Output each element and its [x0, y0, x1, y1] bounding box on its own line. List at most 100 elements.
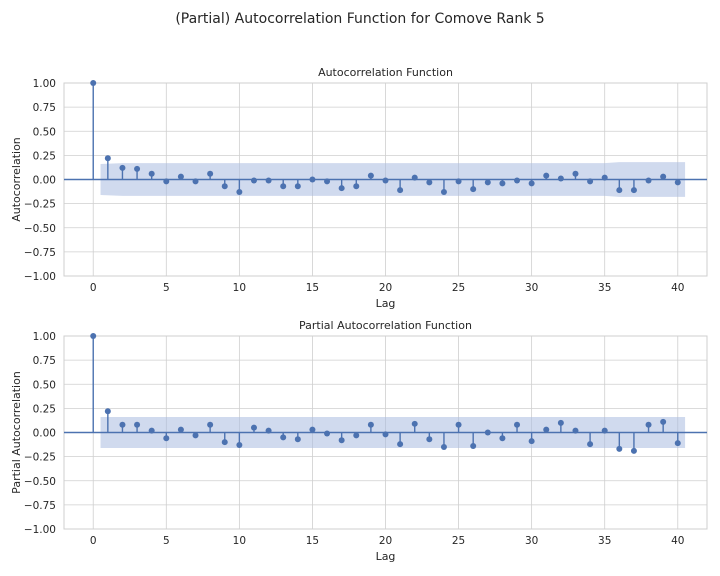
marker-lag-6 [177, 426, 184, 433]
acf-panel: 0 5 10 15 20 25 30 35 40 −1.00 −0.75 −0.50 −0.25 0.00… [10, 66, 708, 310]
y-tick-label: −0.25 [24, 452, 56, 464]
x-tick-label: 35 [598, 282, 611, 294]
marker-lag-1 [104, 155, 111, 162]
marker-lag-26 [470, 186, 477, 193]
marker-lag-11 [250, 424, 257, 431]
x-axis-label: Lag [376, 550, 396, 563]
x-tick-label: 30 [525, 282, 538, 294]
y-tick-label: −1.00 [24, 524, 56, 536]
marker-lag-6 [177, 173, 184, 180]
x-tick-label: 15 [306, 282, 319, 294]
y-tick-label: 0.25 [33, 150, 56, 162]
marker-lag-13 [280, 183, 287, 190]
marker-lag-21 [397, 187, 404, 194]
marker-lag-27 [484, 179, 491, 186]
marker-lag-19 [367, 172, 374, 179]
marker-lag-7 [192, 178, 199, 185]
y-tick-label: 0.00 [33, 175, 56, 187]
marker-lag-9 [221, 183, 228, 190]
marker-lag-26 [470, 443, 477, 450]
marker-lag-15 [309, 426, 316, 433]
x-tick-label: 20 [379, 535, 392, 547]
subplot-title: Partial Autocorrelation Function [299, 319, 472, 332]
marker-lag-28 [499, 435, 506, 442]
marker-lag-31 [543, 172, 550, 179]
marker-lag-8 [207, 421, 214, 428]
x-tick-label: 15 [306, 535, 319, 547]
x-tick-label: 0 [90, 535, 97, 547]
marker-lag-28 [499, 180, 506, 187]
marker-lag-4 [148, 427, 155, 434]
x-tick-label: 10 [233, 282, 246, 294]
marker-lag-39 [660, 418, 667, 425]
marker-lag-25 [455, 178, 462, 185]
y-tick-label: 0.75 [33, 102, 56, 114]
marker-lag-19 [367, 421, 374, 428]
marker-lag-14 [294, 436, 301, 443]
marker-lag-24 [440, 189, 447, 196]
x-axis-label: Lag [376, 297, 396, 310]
y-tick-label: 0.00 [33, 428, 56, 440]
marker-lag-38 [645, 177, 652, 184]
y-tick-label: 0.75 [33, 355, 56, 367]
x-tick-label: 10 [233, 535, 246, 547]
marker-lag-5 [163, 178, 170, 185]
y-tick-label: 1.00 [33, 331, 56, 343]
x-tick-label: 0 [90, 282, 97, 294]
marker-lag-10 [236, 189, 243, 196]
marker-lag-32 [557, 175, 564, 182]
marker-lag-20 [382, 431, 389, 438]
marker-lag-12 [265, 177, 272, 184]
y-tick-label: 0.50 [33, 379, 56, 391]
marker-lag-15 [309, 176, 316, 183]
marker-lag-13 [280, 434, 287, 441]
marker-lag-7 [192, 432, 199, 439]
subplot-title: Autocorrelation Function [318, 66, 453, 79]
marker-lag-14 [294, 183, 301, 190]
marker-lag-10 [236, 442, 243, 449]
marker-lag-32 [557, 419, 564, 426]
marker-lag-35 [601, 174, 608, 181]
y-tick-label: −0.75 [24, 247, 56, 259]
marker-lag-12 [265, 427, 272, 434]
marker-lag-39 [660, 173, 667, 180]
marker-lag-30 [528, 438, 535, 445]
y-tick-label: −0.50 [24, 223, 56, 235]
marker-lag-33 [572, 170, 579, 177]
x-tick-label: 40 [671, 535, 684, 547]
marker-lag-33 [572, 427, 579, 434]
marker-lag-18 [353, 183, 360, 190]
marker-lag-34 [587, 178, 594, 185]
x-tick-label: 25 [452, 535, 465, 547]
marker-lag-11 [250, 177, 257, 184]
x-tick-label: 40 [671, 282, 684, 294]
marker-lag-3 [134, 165, 141, 172]
marker-lag-17 [338, 185, 345, 192]
marker-lag-30 [528, 180, 535, 187]
marker-lag-29 [514, 421, 521, 428]
marker-lag-24 [440, 443, 447, 450]
marker-lag-3 [134, 421, 141, 428]
y-tick-label: 0.25 [33, 403, 56, 415]
marker-lag-37 [630, 187, 637, 194]
marker-lag-23 [426, 179, 433, 186]
marker-lag-36 [616, 445, 623, 452]
marker-lag-18 [353, 432, 360, 439]
marker-lag-40 [674, 440, 681, 447]
marker-lag-17 [338, 437, 345, 444]
y-tick-label: −1.00 [24, 271, 56, 283]
marker-lag-8 [207, 170, 214, 177]
marker-lag-38 [645, 421, 652, 428]
y-tick-label: −0.50 [24, 476, 56, 488]
marker-lag-29 [514, 177, 521, 184]
marker-lag-22 [411, 174, 418, 181]
y-axis-label: Partial Autocorrelation [10, 371, 23, 494]
marker-lag-0 [90, 80, 97, 86]
marker-lag-23 [426, 436, 433, 443]
x-tick-label: 30 [525, 535, 538, 547]
marker-lag-1 [104, 408, 111, 415]
x-tick-label: 25 [452, 282, 465, 294]
y-tick-label: −0.75 [24, 500, 56, 512]
y-tick-label: −0.25 [24, 199, 56, 211]
